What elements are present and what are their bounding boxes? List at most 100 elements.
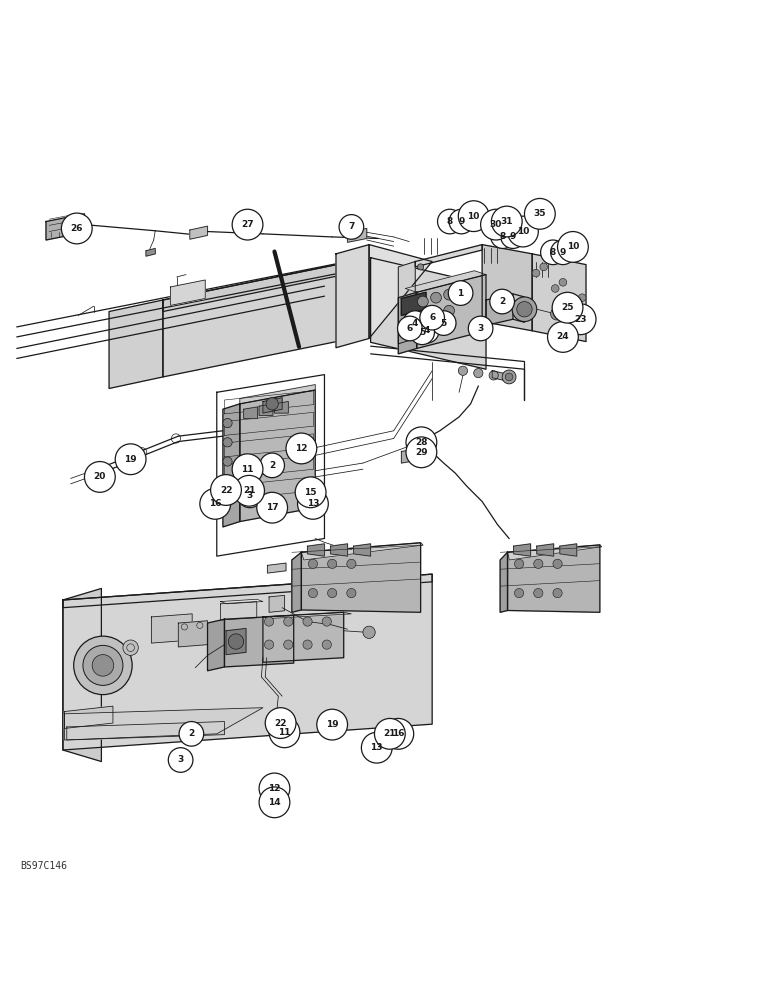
- Text: 21: 21: [384, 729, 396, 738]
- Circle shape: [406, 437, 437, 468]
- Polygon shape: [275, 402, 288, 413]
- Circle shape: [540, 263, 547, 271]
- Circle shape: [481, 209, 511, 240]
- Circle shape: [431, 292, 442, 303]
- Circle shape: [265, 640, 274, 649]
- Circle shape: [269, 717, 300, 748]
- Polygon shape: [330, 544, 347, 556]
- Circle shape: [557, 232, 588, 262]
- Text: 21: 21: [243, 486, 256, 495]
- Circle shape: [553, 588, 562, 598]
- Circle shape: [514, 588, 523, 598]
- Circle shape: [266, 398, 279, 410]
- Polygon shape: [336, 245, 369, 348]
- Circle shape: [552, 292, 583, 323]
- Circle shape: [303, 640, 312, 649]
- Circle shape: [512, 297, 537, 322]
- Circle shape: [223, 438, 232, 447]
- Circle shape: [406, 427, 437, 458]
- Circle shape: [84, 462, 115, 492]
- Circle shape: [260, 453, 284, 478]
- Polygon shape: [65, 706, 113, 728]
- Circle shape: [295, 477, 326, 508]
- Polygon shape: [292, 552, 301, 612]
- Circle shape: [238, 483, 262, 508]
- Text: 15: 15: [304, 488, 317, 497]
- Polygon shape: [163, 258, 371, 312]
- Circle shape: [500, 224, 525, 248]
- Circle shape: [505, 373, 513, 381]
- Circle shape: [532, 269, 540, 277]
- Circle shape: [234, 475, 265, 506]
- Text: 10: 10: [468, 212, 480, 221]
- Circle shape: [432, 311, 456, 335]
- Circle shape: [491, 224, 515, 248]
- Circle shape: [297, 488, 328, 519]
- Text: 5: 5: [441, 319, 447, 328]
- Text: 6: 6: [429, 313, 435, 322]
- Circle shape: [514, 559, 523, 568]
- Circle shape: [83, 645, 123, 685]
- Text: 8: 8: [550, 248, 556, 257]
- Circle shape: [474, 368, 483, 378]
- Polygon shape: [482, 245, 532, 331]
- Circle shape: [410, 320, 435, 345]
- Polygon shape: [354, 544, 371, 556]
- Circle shape: [565, 304, 596, 335]
- Circle shape: [459, 366, 468, 375]
- Text: 35: 35: [533, 209, 546, 218]
- Polygon shape: [513, 544, 530, 556]
- Circle shape: [361, 732, 392, 763]
- Text: 20: 20: [93, 472, 106, 481]
- Circle shape: [283, 640, 293, 649]
- Circle shape: [524, 198, 555, 229]
- Text: 16: 16: [392, 729, 405, 738]
- Text: 9: 9: [510, 232, 516, 241]
- Circle shape: [308, 559, 317, 568]
- Circle shape: [533, 588, 543, 598]
- Text: 12: 12: [268, 784, 281, 793]
- Polygon shape: [537, 544, 554, 556]
- Circle shape: [551, 285, 559, 292]
- Polygon shape: [146, 248, 155, 256]
- Circle shape: [266, 708, 296, 738]
- Text: 9: 9: [459, 217, 465, 226]
- Text: 22: 22: [274, 719, 287, 728]
- Polygon shape: [369, 245, 432, 338]
- Circle shape: [444, 305, 455, 316]
- Circle shape: [516, 302, 532, 317]
- Circle shape: [259, 787, 290, 818]
- Text: 11: 11: [242, 465, 254, 474]
- Text: 3: 3: [478, 324, 484, 333]
- Circle shape: [444, 289, 455, 300]
- Circle shape: [303, 617, 312, 626]
- Polygon shape: [401, 448, 423, 463]
- Text: 19: 19: [124, 455, 137, 464]
- Text: 30: 30: [489, 220, 503, 229]
- Polygon shape: [307, 544, 324, 556]
- Circle shape: [383, 718, 414, 749]
- Circle shape: [449, 281, 473, 305]
- Text: 28: 28: [415, 438, 428, 447]
- Polygon shape: [240, 385, 315, 404]
- Text: 2: 2: [499, 297, 506, 306]
- Polygon shape: [221, 599, 263, 604]
- Circle shape: [123, 640, 138, 655]
- Circle shape: [257, 492, 287, 523]
- Polygon shape: [500, 552, 507, 612]
- Text: 19: 19: [326, 720, 338, 729]
- Text: 6: 6: [407, 324, 413, 333]
- Circle shape: [533, 559, 543, 568]
- Text: 27: 27: [241, 220, 254, 229]
- Text: 17: 17: [266, 503, 279, 512]
- Polygon shape: [417, 275, 486, 348]
- Polygon shape: [208, 619, 225, 671]
- Polygon shape: [301, 543, 421, 612]
- Polygon shape: [398, 292, 417, 354]
- Text: 8: 8: [447, 217, 453, 226]
- Polygon shape: [532, 254, 586, 342]
- Polygon shape: [263, 612, 351, 618]
- Polygon shape: [223, 404, 240, 527]
- Text: 23: 23: [574, 315, 587, 324]
- Polygon shape: [371, 258, 486, 369]
